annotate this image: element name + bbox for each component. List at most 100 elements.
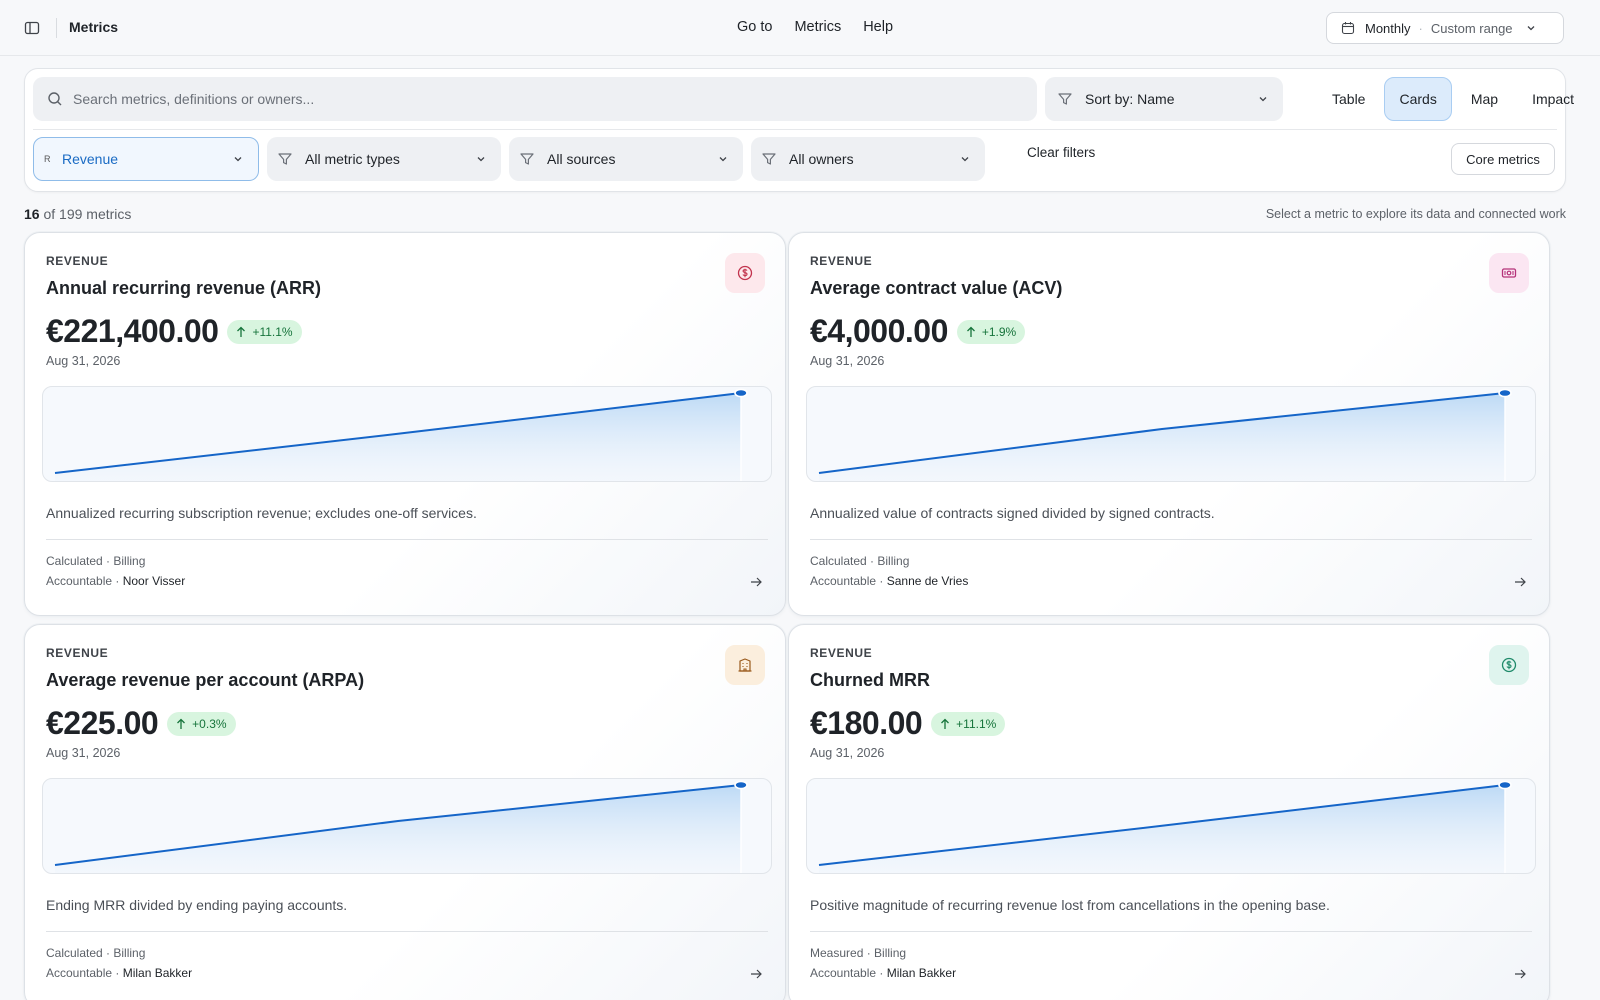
category-filter-label: Revenue (62, 151, 119, 167)
page-title: Metrics (69, 19, 119, 35)
metric-delta-badge: +1.9% (956, 319, 1026, 344)
view-map-tab[interactable]: Map (1470, 91, 1499, 107)
metric-name: Average contract value (ACV) (810, 278, 1063, 298)
metric-icon-badge (725, 253, 765, 293)
metric-sparkline (42, 778, 772, 874)
accountable-label: Accountable · (46, 574, 123, 588)
sidebar-toggle-icon[interactable] (24, 20, 40, 36)
card-divider (810, 931, 1532, 932)
result-count: 16 of 199 metrics (24, 206, 131, 222)
nav-go-to[interactable]: Go to (737, 19, 773, 35)
metric-description: Annualized recurring subscription revenu… (46, 505, 477, 521)
metric-card-3[interactable]: REVENUE Average revenue per account (ARP… (24, 624, 786, 1000)
chevron-down-icon (234, 157, 242, 162)
sparkline-line (54, 392, 742, 474)
metric-card-2[interactable]: REVENUE Average contract value (ACV) €4,… (788, 232, 1550, 616)
view-cards-tab[interactable]: Cards (1384, 77, 1452, 121)
metric-delta: +0.3% (192, 716, 227, 731)
sparkline-area (819, 785, 1505, 873)
arrow-up-icon (237, 326, 246, 337)
dollar-circle-icon (1501, 657, 1517, 673)
chevron-down-icon (1259, 97, 1267, 102)
metric-value: €225.00 (46, 705, 159, 741)
metric-accountable: Accountable · Noor Visser (46, 574, 185, 588)
banknote-icon (1501, 268, 1517, 278)
view-switcher: Table Cards Map Impact (1317, 77, 1589, 121)
sparkline-area (55, 785, 741, 873)
calendar-icon (1341, 22, 1355, 35)
clear-filters-button[interactable]: Clear filters (1027, 145, 1096, 160)
metric-kind: Calculated · Billing (46, 554, 146, 568)
metric-date: Aug 31, 2026 (810, 354, 885, 368)
card-divider (810, 539, 1532, 540)
category-filter[interactable]: R Revenue (33, 137, 259, 181)
metric-delta: +1.9% (981, 324, 1017, 339)
nav-help[interactable]: Help (863, 19, 894, 35)
filter-icon (762, 153, 776, 165)
topbar-divider (56, 18, 57, 38)
top-nav: Go to Metrics Help (737, 19, 893, 35)
building-icon (738, 658, 752, 672)
result-total: of 199 metrics (39, 206, 132, 222)
source-filter[interactable]: All sources (509, 137, 743, 181)
result-shown: 16 (24, 206, 40, 222)
sort-select[interactable]: Sort by: Name (1045, 77, 1283, 121)
view-table-tab[interactable]: Table (1332, 91, 1366, 107)
sparkline-area (55, 393, 741, 481)
metric-owner: Sanne de Vries (886, 574, 969, 588)
core-metrics-button[interactable]: Core metrics (1451, 143, 1555, 175)
metric-delta-badge: +11.1% (931, 711, 1006, 736)
arrow-right-icon[interactable] (749, 575, 763, 589)
filter-panel: Sort by: Name Table Cards Map Impact R R… (24, 68, 1574, 192)
sort-label: Sort by: Name (1085, 91, 1175, 107)
search-box[interactable] (33, 77, 1037, 121)
sparkline-area (819, 393, 1505, 481)
sparkline-line (54, 784, 742, 866)
category-mark: R (44, 154, 51, 164)
metric-category: REVENUE (46, 646, 109, 660)
metric-kind: Calculated · Billing (810, 554, 910, 568)
view-impact-tab[interactable]: Impact (1532, 91, 1575, 107)
metric-accountable: Accountable · Milan Bakker (46, 966, 192, 980)
metric-category: REVENUE (46, 254, 109, 268)
metric-value-row: €4,000.00 +1.9% (810, 313, 1026, 350)
metric-value-row: €225.00 +0.3% (46, 705, 236, 742)
metric-owner: Milan Bakker (886, 966, 957, 980)
arrow-right-icon[interactable] (1513, 967, 1527, 981)
metric-card-4[interactable]: REVENUE Churned MRR €180.00 +11.1% Aug 3… (788, 624, 1550, 1000)
source-filter-label: All sources (547, 151, 616, 167)
metric-delta-badge: +11.1% (227, 319, 302, 344)
metric-type-filter[interactable]: All metric types (267, 137, 501, 181)
filter-icon (1058, 93, 1072, 105)
metric-delta: +11.1% (252, 324, 293, 339)
nav-metrics[interactable]: Metrics (794, 19, 842, 35)
arrow-right-icon[interactable] (749, 967, 763, 981)
metric-value-row: €180.00 +11.1% (810, 705, 1006, 742)
period-value: Monthly (1365, 20, 1411, 36)
arrow-up-icon (966, 326, 975, 337)
sparkline-line (818, 784, 1506, 866)
sparkline-last-point (1498, 780, 1512, 790)
chevron-down-icon (719, 157, 727, 162)
search-icon (48, 92, 62, 106)
metric-value: €180.00 (810, 705, 923, 741)
accountable-label: Accountable · (810, 966, 887, 980)
metric-sparkline (42, 386, 772, 482)
metric-date: Aug 31, 2026 (46, 354, 121, 368)
period-selector[interactable]: Monthly · Custom range (1326, 12, 1564, 44)
card-divider (46, 931, 768, 932)
filter-icon (520, 153, 534, 165)
search-input[interactable] (73, 91, 973, 107)
metric-icon-badge (1489, 645, 1529, 685)
metric-value-row: €221,400.00 +11.1% (46, 313, 302, 350)
accountable-label: Accountable · (46, 966, 123, 980)
sparkline-line (818, 392, 1506, 474)
metric-sparkline (806, 386, 1536, 482)
metric-name: Annual recurring revenue (ARR) (46, 278, 322, 298)
owner-filter[interactable]: All owners (751, 137, 985, 181)
metric-description: Ending MRR divided by ending paying acco… (46, 897, 348, 913)
chevron-down-icon (1527, 26, 1534, 31)
period-separator: · (1418, 20, 1423, 36)
metric-card-1[interactable]: REVENUE Annual recurring revenue (ARR) €… (24, 232, 786, 616)
arrow-right-icon[interactable] (1513, 575, 1527, 589)
